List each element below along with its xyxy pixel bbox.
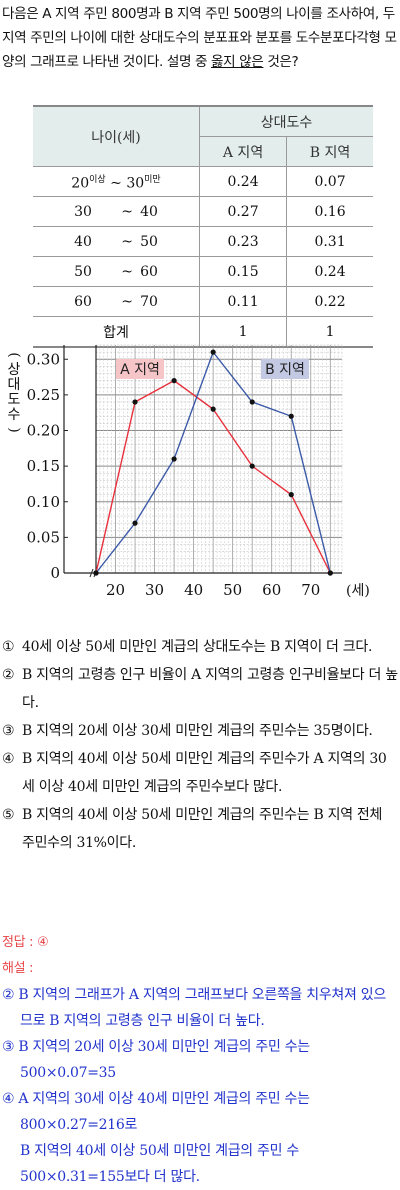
explanation-4-calc-a: 800×0.27=216로 <box>20 1117 138 1133</box>
frequency-table: 나이(세) 상대도수 A 지역 B 지역 20이상 ~ 30미만 0.24 0.… <box>33 105 373 348</box>
data-point <box>288 413 294 419</box>
explanation-2: ② B 지역의 그래프가 A 지역의 그래프보다 오른쪽을 치우쳐져 있으므로 … <box>2 987 386 1029</box>
question-text-before: 다음은 A 지역 주민 800명과 B 지역 주민 500명의 나이를 조사하여… <box>2 6 397 70</box>
value-a: 0.11 <box>199 286 288 317</box>
header-region-a: A 지역 <box>199 136 288 167</box>
question-text: 다음은 A 지역 주민 800명과 B 지역 주민 500명의 나이를 조사하여… <box>2 2 398 74</box>
relative-frequency-chart: 0.05 0.10 0.15 0.20 0.25 0.30 0 20 30 40 50 60 70 (세)… <box>6 344 370 599</box>
age-class: 30 ~40 <box>33 196 200 227</box>
table-row: 30 ~40 0.27 0.16 <box>33 196 373 227</box>
explanation-4-line-b: B 지역의 40세 이상 50세 미만인 계급의 주민 수 <box>20 1143 299 1159</box>
data-point <box>132 399 138 405</box>
value-b: 0.16 <box>286 196 373 227</box>
data-point <box>171 456 177 462</box>
explanation-3-calc: 500×0.07=35 <box>20 1065 116 1081</box>
explanation-label: 해설 : <box>2 961 34 976</box>
y-axis-label-char: 도 <box>8 392 21 408</box>
choice-1[interactable]: ① 40세 이상 50세 미만인 계급의 상대도수는 B 지역이 더 크다. <box>2 639 373 655</box>
explanation-4-calc-b: 500×0.31=155보다 더 많다. <box>20 1169 200 1185</box>
y-tick-label: 0.20 <box>27 422 60 440</box>
age-class: 50 ~60 <box>33 256 200 287</box>
answer-line: 정답 : ④ <box>2 935 49 950</box>
value-b: 0.07 <box>286 166 373 197</box>
table-row: 20이상 ~ 30미만 0.24 0.07 <box>33 166 373 197</box>
value-b: 0.31 <box>286 226 373 257</box>
table-row: 50 ~60 0.15 0.24 <box>33 256 373 287</box>
y-axis-label-char: 대 <box>8 377 21 393</box>
table-row: 60 ~70 0.11 0.22 <box>33 286 373 317</box>
value-b: 0.24 <box>286 256 373 287</box>
value-a: 0.27 <box>199 196 288 227</box>
data-point <box>171 378 177 384</box>
total-label: 합계 <box>33 316 200 348</box>
table-total-row: 합계 1 1 <box>33 316 373 348</box>
y-axis-label-char: ( <box>6 352 22 357</box>
y-tick-label: 0.30 <box>27 350 60 368</box>
x-tick-label: 50 <box>223 581 242 599</box>
total-a: 1 <box>199 316 288 348</box>
series-label-b: B 지역 <box>265 362 305 378</box>
header-age: 나이(세) <box>33 105 200 167</box>
explanation-3: ③ B 지역의 20세 이상 30세 미만인 계급의 주민 수는 <box>2 1039 310 1055</box>
value-a: 0.24 <box>199 166 288 197</box>
table-row: 40 ~50 0.23 0.31 <box>33 226 373 257</box>
answer-section: 정답 : ④ 해설 : ② B 지역의 그래프가 A 지역의 그래프보다 오른쪽… <box>2 930 398 1190</box>
age-class: 20이상 ~ 30미만 <box>33 166 200 197</box>
header-relative-frequency: 상대도수 <box>199 105 373 137</box>
question-text-after: 것은? <box>263 54 299 70</box>
y-tick-label: 0.05 <box>27 528 60 546</box>
data-point <box>288 492 294 498</box>
data-point <box>93 570 99 576</box>
data-point <box>132 520 138 526</box>
data-point <box>327 570 333 576</box>
data-point <box>249 399 255 405</box>
x-axis-label: (세) <box>346 583 370 599</box>
series-label-a-box <box>116 359 164 379</box>
y-axis-label-char: 상 <box>8 362 21 378</box>
y-axis-label-char: ) <box>6 427 22 432</box>
total-b: 1 <box>286 316 373 348</box>
data-point <box>249 463 255 469</box>
age-class: 40 ~50 <box>33 226 200 257</box>
y-axis-label-char: 수 <box>8 407 21 423</box>
series-label-a: A 지역 <box>120 362 160 378</box>
x-tick-label: 30 <box>145 581 164 599</box>
x-tick-label: 20 <box>106 581 125 599</box>
data-point <box>210 349 216 355</box>
explanation-4: ④ A 지역의 30세 이상 40세 미만인 계급의 주민 수는 <box>2 1091 310 1107</box>
data-point <box>210 406 216 412</box>
y-tick-label: 0.15 <box>27 457 60 475</box>
question-underlined: 옳지 않은 <box>211 54 264 70</box>
series-label-b-box <box>261 359 309 379</box>
value-b: 0.22 <box>286 286 373 317</box>
header-region-b: B 지역 <box>286 136 373 167</box>
x-tick-label: 60 <box>262 581 281 599</box>
origin-label: 0 <box>50 564 60 582</box>
x-tick-label: 70 <box>301 581 320 599</box>
y-tick-label: 0.25 <box>27 386 60 404</box>
value-a: 0.15 <box>199 256 288 287</box>
y-tick-label: 0.10 <box>27 493 60 511</box>
x-tick-label: 40 <box>184 581 203 599</box>
age-class: 60 ~70 <box>33 286 200 317</box>
value-a: 0.23 <box>199 226 288 257</box>
